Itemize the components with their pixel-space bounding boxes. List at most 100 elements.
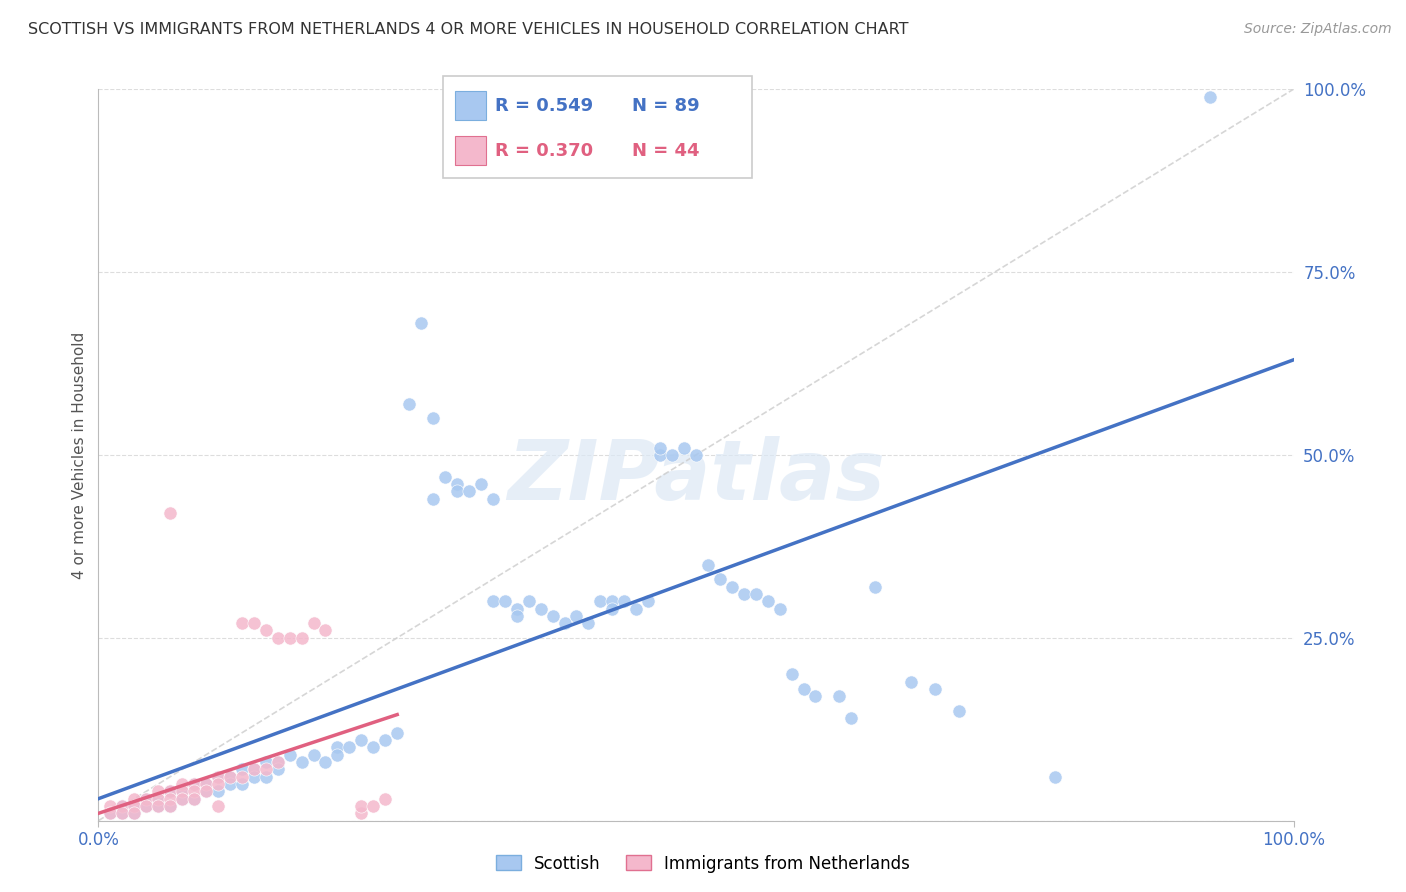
Point bbox=[709, 572, 731, 586]
Point bbox=[231, 763, 253, 777]
Point bbox=[111, 806, 134, 821]
Point bbox=[446, 477, 468, 491]
FancyBboxPatch shape bbox=[456, 136, 486, 165]
Point bbox=[374, 791, 396, 805]
Point bbox=[194, 784, 217, 798]
Point bbox=[768, 601, 790, 615]
Point bbox=[363, 799, 385, 814]
Point bbox=[839, 711, 862, 725]
Point bbox=[219, 770, 242, 784]
Point bbox=[290, 755, 312, 769]
Point bbox=[207, 784, 229, 798]
Point bbox=[159, 799, 181, 814]
Point bbox=[278, 747, 301, 762]
Text: Source: ZipAtlas.com: Source: ZipAtlas.com bbox=[1244, 22, 1392, 37]
Text: ZIPatlas: ZIPatlas bbox=[508, 436, 884, 517]
Point bbox=[481, 594, 505, 608]
Point bbox=[219, 770, 242, 784]
Point bbox=[780, 667, 803, 681]
Point bbox=[350, 733, 373, 747]
Point bbox=[637, 594, 659, 608]
Point bbox=[506, 608, 529, 623]
Point bbox=[207, 777, 229, 791]
Point bbox=[697, 558, 720, 572]
Point bbox=[1043, 770, 1066, 784]
Point bbox=[900, 674, 922, 689]
Point bbox=[506, 601, 529, 615]
Point bbox=[863, 580, 886, 594]
Point bbox=[124, 799, 146, 814]
FancyBboxPatch shape bbox=[456, 91, 486, 120]
Point bbox=[589, 594, 612, 608]
Point bbox=[315, 624, 337, 638]
Point bbox=[267, 763, 290, 777]
Point bbox=[254, 770, 277, 784]
Point bbox=[721, 580, 744, 594]
Point bbox=[458, 484, 481, 499]
Point bbox=[172, 791, 194, 805]
Point bbox=[673, 441, 696, 455]
Point bbox=[254, 624, 277, 638]
Point bbox=[135, 799, 157, 814]
Point bbox=[183, 777, 205, 791]
Point bbox=[111, 806, 134, 821]
Point bbox=[159, 799, 181, 814]
Legend: Scottish, Immigrants from Netherlands: Scottish, Immigrants from Netherlands bbox=[489, 848, 917, 880]
Point bbox=[302, 616, 325, 631]
Point bbox=[194, 784, 217, 798]
Point bbox=[183, 791, 205, 805]
Text: N = 44: N = 44 bbox=[631, 142, 699, 160]
Text: N = 89: N = 89 bbox=[631, 96, 699, 114]
Point bbox=[243, 763, 266, 777]
Point bbox=[733, 587, 755, 601]
Point bbox=[422, 491, 444, 506]
Point bbox=[172, 784, 194, 798]
Point bbox=[207, 799, 229, 814]
Point bbox=[290, 631, 312, 645]
Point bbox=[470, 477, 492, 491]
Point bbox=[363, 740, 385, 755]
Point bbox=[254, 755, 277, 769]
Point bbox=[148, 791, 170, 805]
Point bbox=[541, 608, 564, 623]
Point bbox=[494, 594, 516, 608]
Point bbox=[481, 491, 505, 506]
Point bbox=[124, 806, 146, 821]
Point bbox=[124, 806, 146, 821]
Point bbox=[446, 484, 468, 499]
Point bbox=[148, 791, 170, 805]
Point bbox=[148, 799, 170, 814]
Point bbox=[159, 784, 181, 798]
Point bbox=[231, 616, 253, 631]
Point bbox=[135, 799, 157, 814]
Point bbox=[326, 740, 349, 755]
Point bbox=[624, 601, 647, 615]
Point bbox=[433, 470, 456, 484]
Point bbox=[135, 791, 157, 805]
Point bbox=[600, 594, 623, 608]
Point bbox=[565, 608, 588, 623]
Point bbox=[745, 587, 768, 601]
Point bbox=[267, 755, 290, 769]
Point bbox=[517, 594, 540, 608]
Point bbox=[194, 777, 217, 791]
Point bbox=[948, 704, 970, 718]
FancyBboxPatch shape bbox=[443, 76, 752, 178]
Point bbox=[793, 681, 815, 696]
Point bbox=[529, 601, 551, 615]
Point bbox=[267, 755, 290, 769]
Point bbox=[231, 777, 253, 791]
Point bbox=[828, 690, 851, 704]
Point bbox=[172, 791, 194, 805]
Point bbox=[243, 616, 266, 631]
Point bbox=[661, 448, 683, 462]
Text: SCOTTISH VS IMMIGRANTS FROM NETHERLANDS 4 OR MORE VEHICLES IN HOUSEHOLD CORRELAT: SCOTTISH VS IMMIGRANTS FROM NETHERLANDS … bbox=[28, 22, 908, 37]
Point bbox=[411, 316, 433, 330]
Point bbox=[243, 770, 266, 784]
Text: R = 0.370: R = 0.370 bbox=[495, 142, 593, 160]
Point bbox=[111, 799, 134, 814]
Point bbox=[98, 806, 122, 821]
Point bbox=[159, 784, 181, 798]
Point bbox=[613, 594, 636, 608]
Point bbox=[194, 777, 217, 791]
